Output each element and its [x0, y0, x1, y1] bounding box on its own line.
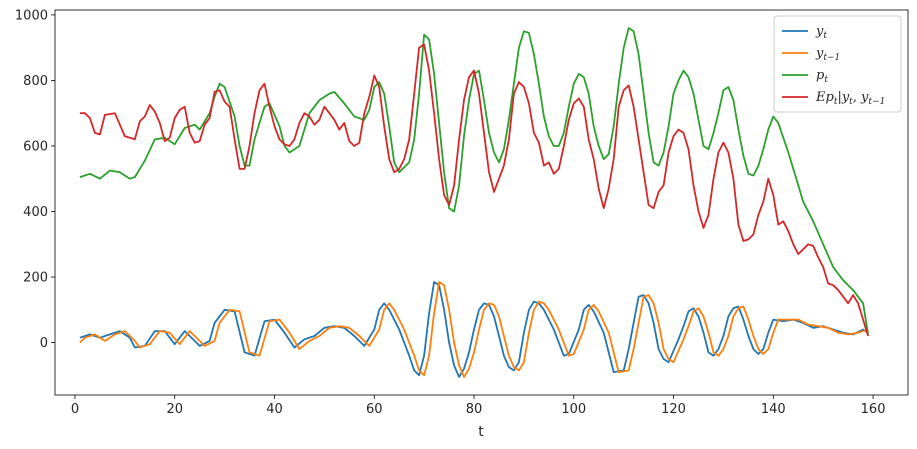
series-line-2: [79, 27, 869, 335]
plot-frame: [54, 9, 909, 396]
legend-label: pt: [816, 68, 828, 85]
x-tick-label: 20: [166, 402, 183, 417]
x-tick-label: 60: [366, 402, 383, 417]
legend-label: Ept|yt, yt−1: [815, 90, 885, 107]
y-tick-label: 0: [40, 336, 48, 351]
x-tick-label: 160: [861, 402, 886, 417]
y-axis-ticks: 0 200 400 600 800 1000: [15, 8, 55, 351]
legend-label: yt: [815, 24, 827, 41]
y-tick-label: 200: [23, 271, 48, 286]
x-tick-label: 120: [661, 402, 686, 417]
y-tick-label: 1000: [15, 8, 48, 23]
series-layer: [79, 27, 869, 378]
y-tick-label: 400: [23, 205, 48, 220]
x-tick-label: 100: [561, 402, 586, 417]
legend: yt yt−1 pt Ept|yt, yt−1: [773, 15, 902, 113]
x-tick-label: 80: [466, 402, 483, 417]
legend-box: [773, 15, 902, 113]
plot-background: [55, 10, 908, 395]
x-axis-ticks: 0 20 40 60 80 100 120 140 160: [71, 395, 886, 417]
x-tick-label: 140: [761, 402, 786, 417]
series-line-1: [79, 281, 869, 378]
y-tick-label: 800: [23, 74, 48, 89]
y-tick-label: 600: [23, 139, 48, 154]
x-tick-label: 0: [71, 402, 79, 417]
x-axis-title: t: [478, 424, 484, 440]
x-tick-label: 40: [266, 402, 283, 417]
series-line-3: [79, 43, 869, 337]
series-line-0: [79, 281, 869, 378]
legend-label: yt−1: [815, 46, 840, 63]
